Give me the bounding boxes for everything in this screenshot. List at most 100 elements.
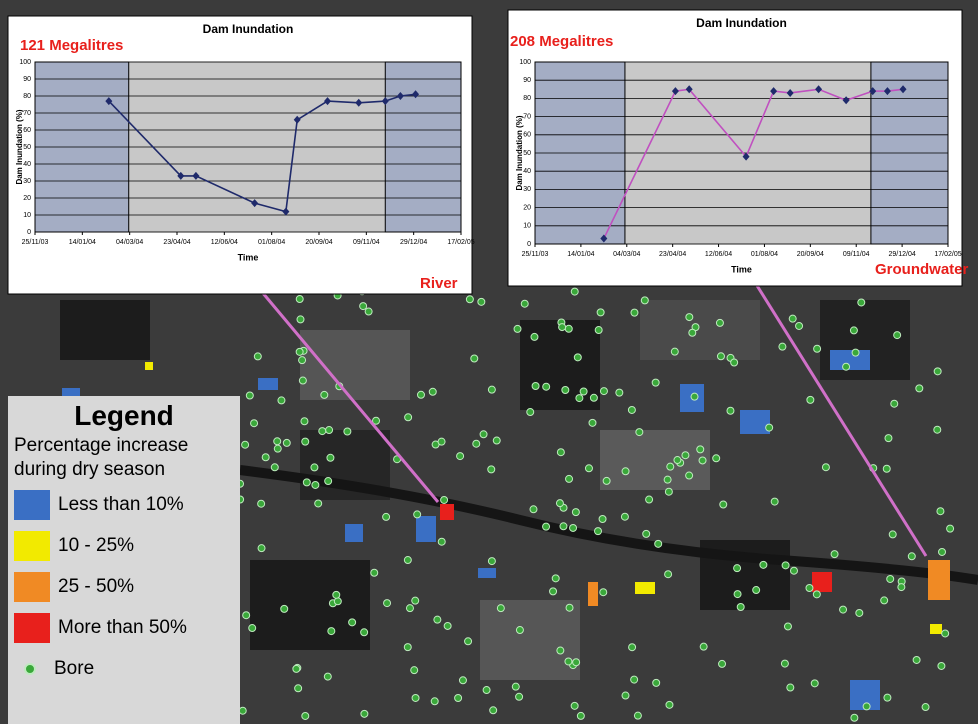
- bore: [557, 449, 564, 456]
- bore: [324, 673, 331, 680]
- x-tick-label: 17/02/05: [934, 251, 961, 258]
- bore: [631, 309, 638, 316]
- legend-label: 10 - 25%: [58, 535, 134, 557]
- bore: [560, 523, 567, 530]
- bore: [891, 400, 898, 407]
- bore: [840, 606, 847, 613]
- bore: [466, 296, 473, 303]
- bore: [296, 348, 303, 355]
- bore: [885, 435, 892, 442]
- bore: [574, 354, 581, 361]
- bore: [328, 628, 335, 635]
- bore: [889, 531, 896, 538]
- bore: [383, 513, 390, 520]
- bore: [580, 388, 587, 395]
- bore: [689, 329, 696, 336]
- bore: [784, 623, 791, 630]
- bore: [417, 391, 424, 398]
- bore: [326, 427, 333, 434]
- bore: [295, 685, 302, 692]
- bore: [459, 677, 466, 684]
- y-tick-label: 70: [523, 113, 531, 120]
- legend-item: Less than 10%: [14, 484, 240, 525]
- bore: [576, 395, 583, 402]
- x-tick-label: 04/03/04: [613, 251, 640, 258]
- bore: [271, 464, 278, 471]
- y-tick-label: 30: [23, 178, 31, 185]
- x-tick-label: 17/02/05: [447, 239, 474, 246]
- bore: [852, 349, 859, 356]
- bore: [299, 377, 306, 384]
- bore: [483, 687, 490, 694]
- y-tick-label: 40: [23, 161, 31, 168]
- legend-swatch: [24, 663, 36, 675]
- y-tick-label: 90: [523, 77, 531, 84]
- bore: [274, 438, 281, 445]
- bore: [603, 477, 610, 484]
- bore: [438, 438, 445, 445]
- bore: [595, 327, 602, 334]
- y-tick-label: 80: [23, 93, 31, 100]
- bore: [699, 457, 706, 464]
- bore: [516, 693, 523, 700]
- bore: [471, 355, 478, 362]
- bore: [532, 382, 539, 389]
- bore: [858, 299, 865, 306]
- y-tick-label: 10: [523, 223, 531, 230]
- bore: [543, 523, 550, 530]
- bore: [293, 665, 300, 672]
- bore: [937, 508, 944, 515]
- bore: [947, 525, 954, 532]
- bore: [333, 591, 340, 598]
- bore: [360, 303, 367, 310]
- bore: [302, 712, 309, 719]
- bore: [361, 710, 368, 717]
- bore: [686, 472, 693, 479]
- x-tick-label: 01/08/04: [751, 251, 778, 258]
- bore: [531, 333, 538, 340]
- bore: [731, 359, 738, 366]
- bore: [782, 562, 789, 569]
- bore: [790, 567, 797, 574]
- bore: [361, 629, 368, 636]
- bore: [807, 396, 814, 403]
- bore: [349, 619, 356, 626]
- bore: [565, 658, 572, 665]
- y-tick-label: 60: [523, 132, 531, 139]
- bore: [565, 325, 572, 332]
- bore: [641, 297, 648, 304]
- bore: [622, 692, 629, 699]
- bore: [281, 605, 288, 612]
- bore: [473, 440, 480, 447]
- bore: [311, 464, 318, 471]
- bore: [441, 496, 448, 503]
- bore: [321, 391, 328, 398]
- x-axis-label: Time: [238, 252, 259, 262]
- bore: [652, 379, 659, 386]
- bore: [573, 659, 580, 666]
- bore: [727, 407, 734, 414]
- bore: [315, 500, 322, 507]
- bore: [325, 478, 332, 485]
- bore: [600, 589, 607, 596]
- bore: [488, 466, 495, 473]
- bore: [562, 387, 569, 394]
- bore: [856, 609, 863, 616]
- bore: [490, 707, 497, 714]
- bore: [488, 558, 495, 565]
- legend-label: Bore: [54, 658, 94, 680]
- x-tick-label: 23/04/04: [659, 251, 686, 258]
- bore: [734, 591, 741, 598]
- y-tick-label: 0: [27, 229, 31, 236]
- x-tick-label: 01/08/04: [258, 239, 285, 246]
- bore: [572, 509, 579, 516]
- x-axis-label: Time: [731, 264, 752, 274]
- bore: [781, 660, 788, 667]
- bore: [493, 437, 500, 444]
- source-label: Groundwater: [875, 261, 969, 278]
- y-tick-label: 80: [523, 95, 531, 102]
- bore: [719, 660, 726, 667]
- bore: [283, 439, 290, 446]
- bore: [302, 438, 309, 445]
- bore: [717, 353, 724, 360]
